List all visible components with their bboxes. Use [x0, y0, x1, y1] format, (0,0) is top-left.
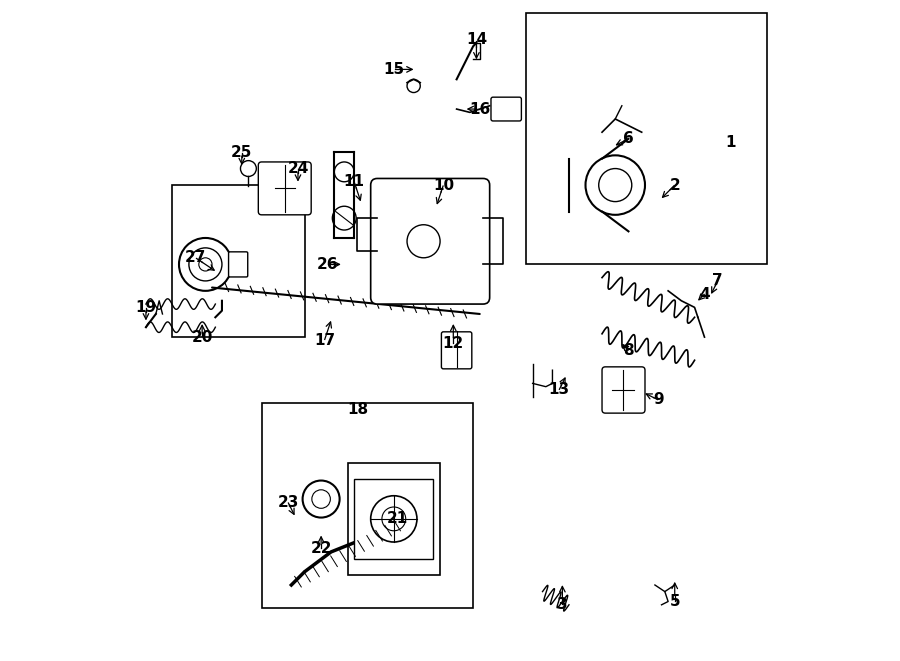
Text: 15: 15: [383, 62, 404, 77]
Text: 7: 7: [713, 274, 723, 288]
Text: 4: 4: [699, 287, 710, 301]
Text: 21: 21: [386, 512, 408, 526]
Bar: [526, 13, 768, 264]
Text: 20: 20: [192, 330, 212, 344]
Text: 24: 24: [287, 161, 309, 176]
FancyBboxPatch shape: [229, 252, 248, 277]
Bar: [262, 403, 473, 608]
FancyBboxPatch shape: [491, 97, 521, 121]
FancyBboxPatch shape: [258, 162, 311, 215]
Bar: [347, 463, 440, 575]
FancyBboxPatch shape: [602, 367, 645, 413]
Bar: [355, 479, 434, 559]
Text: 5: 5: [670, 594, 680, 609]
Bar: [173, 185, 304, 337]
Text: 16: 16: [469, 102, 491, 116]
Text: 1: 1: [725, 135, 736, 149]
Text: 18: 18: [346, 403, 368, 417]
Text: 6: 6: [623, 132, 634, 146]
Text: 11: 11: [344, 175, 364, 189]
Text: 26: 26: [317, 257, 338, 272]
Text: 22: 22: [310, 541, 332, 556]
Text: 3: 3: [557, 598, 568, 612]
Text: 25: 25: [231, 145, 253, 159]
FancyBboxPatch shape: [371, 178, 490, 304]
Text: 14: 14: [466, 32, 487, 47]
FancyBboxPatch shape: [441, 332, 472, 369]
Text: 2: 2: [670, 178, 680, 192]
Text: 8: 8: [623, 343, 634, 358]
Text: 23: 23: [277, 495, 299, 510]
Text: 19: 19: [135, 300, 157, 315]
Text: 27: 27: [184, 251, 206, 265]
Text: 13: 13: [548, 383, 570, 397]
Text: 17: 17: [314, 333, 335, 348]
Text: 9: 9: [652, 393, 663, 407]
Text: 10: 10: [433, 178, 454, 192]
Text: 12: 12: [443, 336, 464, 351]
